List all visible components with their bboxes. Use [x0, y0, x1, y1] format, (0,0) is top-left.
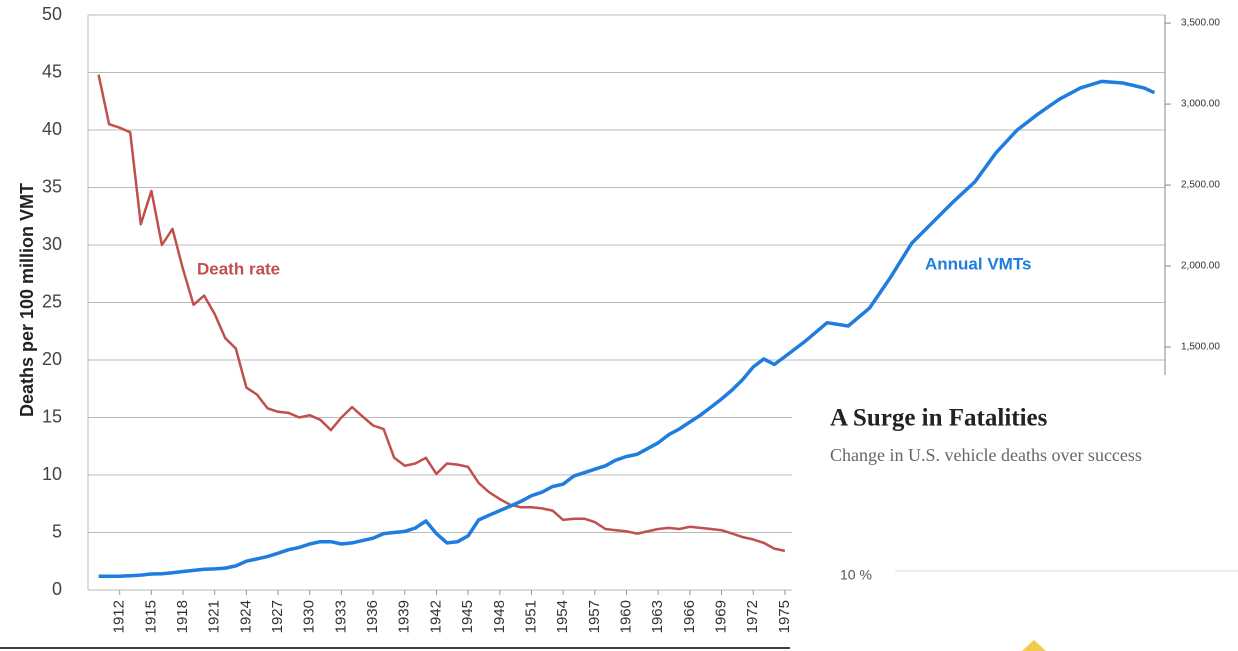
y2-tick-label: 2,500.00: [1181, 180, 1220, 191]
x-tick-label: 1918: [174, 600, 191, 633]
x-tick-label: 1948: [491, 600, 508, 633]
overlay-marker: [1022, 640, 1046, 651]
x-tick-label: 1957: [586, 600, 603, 633]
x-tick-label: 1939: [396, 600, 413, 633]
x-tick-label: 1921: [206, 600, 223, 633]
x-tick-label: 1960: [617, 600, 634, 633]
overlay-background: [792, 378, 1238, 651]
overlay-subtitle: Change in U.S. vehicle deaths over succe…: [830, 445, 1142, 465]
annotation: Annual VMTs: [925, 254, 1031, 273]
x-tick-label: 1945: [459, 600, 476, 633]
y-tick-label: 10: [42, 464, 62, 484]
series-line: [98, 79, 1156, 578]
y2-tick-label: 3,000.00: [1181, 99, 1220, 110]
y-axis-label: Deaths per 100 million VMT: [17, 183, 37, 417]
x-tick-label: 1936: [364, 600, 381, 633]
y-tick-label: 20: [42, 349, 62, 369]
y-tick-label: 45: [42, 61, 62, 81]
overlay-title: A Surge in Fatalities: [830, 405, 1048, 432]
x-tick-label: 1954: [554, 600, 571, 633]
x-tick-label: 1930: [301, 600, 318, 633]
series-line: [97, 74, 786, 553]
y-tick-label: 40: [42, 119, 62, 139]
y-tick-label: 0: [52, 579, 62, 599]
x-tick-label: 1927: [269, 600, 286, 633]
y-tick-label: 15: [42, 406, 62, 426]
y2-tick-label: 1,500.00: [1181, 342, 1220, 353]
x-tick-label: 1933: [332, 600, 349, 633]
x-tick-label: 1966: [681, 600, 698, 633]
y-tick-label: 5: [52, 521, 62, 541]
x-tick-label: 1924: [237, 600, 254, 633]
x-tick-label: 1963: [649, 600, 666, 633]
annotation: Death rate: [197, 259, 280, 278]
x-tick-label: 1972: [744, 600, 761, 633]
x-tick-label: 1951: [522, 600, 539, 633]
y-tick-label: 30: [42, 234, 62, 254]
y2-tick-label: 2,000.00: [1181, 261, 1220, 272]
overlay-panel: A Surge in Fatalities Change in U.S. veh…: [792, 378, 1238, 651]
y2-tick-label: 3,500.00: [1181, 18, 1220, 29]
x-tick-label: 1915: [142, 600, 159, 633]
x-tick-label: 1942: [427, 600, 444, 633]
overlay-tick-label: 10 %: [840, 567, 872, 583]
y-tick-label: 50: [42, 4, 62, 24]
y-tick-label: 25: [42, 291, 62, 311]
y-tick-label: 35: [42, 176, 62, 196]
x-tick-label: 1912: [111, 600, 128, 633]
x-tick-label: 1969: [712, 600, 729, 633]
x-tick-label: 1975: [776, 600, 793, 633]
